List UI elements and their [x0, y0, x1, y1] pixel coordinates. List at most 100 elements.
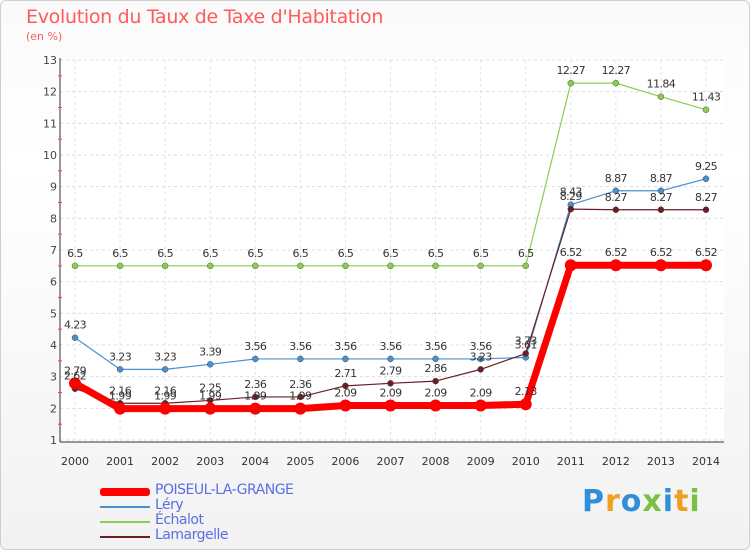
data-labels: 4.23 3.23 3.23 3.39 3.56 3.56 3.56 3.56 3.56 3.56… [64, 64, 721, 403]
data-label: 6.52 [605, 246, 627, 259]
data-label: 6.52 [560, 246, 582, 259]
data-label: 1.99 [244, 390, 267, 403]
data-label: 6.5 [383, 247, 399, 260]
data-point [657, 93, 665, 100]
data-point [432, 355, 439, 363]
logo-letter: i [662, 484, 675, 519]
data-label: 1.99 [154, 390, 177, 403]
data-point [387, 262, 394, 270]
x-tick-label: 2001 [106, 455, 134, 468]
data-point [207, 361, 214, 368]
data-point [474, 399, 487, 412]
data-point [339, 399, 352, 412]
legend-swatch [100, 536, 150, 538]
data-label: 3.56 [470, 340, 493, 353]
data-label: 6.5 [518, 247, 534, 260]
series-group [69, 79, 712, 415]
data-label: 1.99 [109, 390, 132, 403]
legend-item: Léry [100, 497, 360, 514]
data-label: 2.36 [289, 378, 312, 391]
data-point [609, 259, 622, 272]
logo-letter: i [689, 484, 701, 519]
x-tick-label: 2014 [692, 455, 720, 468]
y-tick-label: 8 [50, 212, 57, 225]
y-tick-label: 6 [50, 276, 57, 289]
data-point [159, 402, 172, 415]
y-tick-label: 13 [43, 54, 57, 67]
legend-item: POISEUL-LA-GRANGE [100, 482, 360, 499]
data-point [207, 262, 214, 270]
legend-label: Lamargelle [155, 527, 229, 543]
data-point [612, 206, 620, 213]
data-point [477, 366, 484, 373]
legend-swatch [100, 506, 150, 508]
data-point [71, 262, 79, 270]
data-label: 3.56 [379, 340, 402, 353]
data-point [567, 205, 574, 213]
data-label: 11.43 [692, 91, 721, 104]
data-label: 12.27 [557, 64, 586, 77]
data-point [612, 79, 620, 87]
data-label: 3.73 [515, 335, 538, 348]
data-point [114, 402, 127, 415]
data-point [477, 355, 484, 363]
x-tick-label: 2009 [467, 455, 495, 468]
data-point [654, 259, 667, 272]
data-point [252, 262, 259, 270]
data-point [432, 262, 439, 270]
data-point [432, 377, 439, 385]
data-point [297, 262, 304, 270]
data-point [429, 399, 442, 412]
x-tick-label: 2011 [557, 455, 585, 468]
data-point [249, 402, 262, 415]
data-point [294, 402, 307, 415]
legend-swatch [100, 488, 150, 496]
data-label: 2.79 [64, 364, 87, 377]
data-point [702, 206, 710, 213]
data-label: 3.56 [244, 340, 267, 353]
data-label: 3.23 [470, 350, 493, 363]
data-label: 8.43 [560, 186, 583, 199]
data-label: 6.5 [112, 247, 128, 260]
data-label: 3.56 [425, 340, 448, 353]
y-tick-label: 12 [43, 86, 57, 99]
data-point [71, 334, 79, 341]
legend-label: POISEUL-LA-GRANGE [155, 482, 294, 498]
x-tick-label: 2007 [377, 455, 405, 468]
y-tick-label: 2 [50, 402, 57, 415]
data-label: 3.56 [334, 340, 357, 353]
y-tick-label: 4 [50, 339, 57, 352]
x-tick-label: 2000 [61, 455, 89, 468]
data-label: 8.87 [605, 172, 628, 185]
grid-lines [60, 58, 724, 442]
data-label: 3.56 [289, 340, 312, 353]
data-point [702, 106, 710, 113]
data-point [657, 187, 665, 194]
data-label: 2.13 [515, 385, 538, 398]
x-tick-label: 2013 [647, 455, 675, 468]
proxiti-logo: Proxiti [582, 484, 701, 519]
data-point [252, 355, 259, 363]
logo-letter: t [674, 484, 690, 519]
legend: POISEUL-LA-GRANGE Léry Échalot Lamargelle [100, 482, 360, 544]
data-label: 2.86 [425, 362, 448, 375]
unit-label: (en %) [26, 30, 63, 43]
y-tick-label: 9 [50, 181, 57, 194]
data-label: 2.79 [379, 364, 402, 377]
x-tick-label: 2002 [151, 455, 179, 468]
data-point [567, 79, 574, 87]
data-label: 4.23 [64, 319, 87, 332]
data-label: 2.16 [154, 384, 177, 397]
data-label: 8.29 [560, 190, 583, 203]
data-label: 3.23 [109, 350, 132, 363]
x-tick-label: 2003 [196, 455, 224, 468]
y-tick-label: 1 [50, 434, 57, 447]
x-tick-label: 2006 [331, 455, 359, 468]
data-label: 2.09 [470, 386, 493, 399]
chart-title: Evolution du Taux de Taxe d'Habitation [26, 6, 384, 28]
data-label: 6.5 [473, 247, 489, 260]
data-label: 6.52 [650, 246, 672, 259]
data-label: 2.25 [199, 381, 222, 394]
data-point [387, 380, 394, 387]
